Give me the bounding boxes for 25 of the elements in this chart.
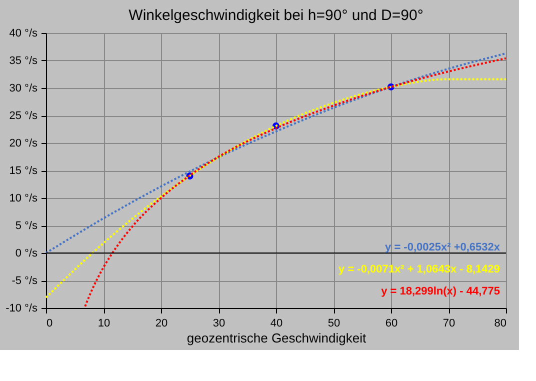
- text: y = -0,0025x² +0,6532x: [385, 242, 501, 254]
- y-tick-label: 30 °/s: [9, 82, 38, 94]
- y-tick-label: -5 °/s: [12, 275, 38, 287]
- x-tick-label: 20: [155, 318, 168, 330]
- y-tick-label: 40 °/s: [9, 28, 38, 40]
- y-tick-label: 10 °/s: [9, 192, 38, 204]
- x-tick-label: 0: [46, 318, 53, 330]
- text: y = -0,0071x² + 1,0643x - 8,1429: [338, 264, 500, 276]
- x-tick-label: 30: [212, 318, 226, 330]
- x-tick-label: 10: [98, 318, 110, 330]
- y-tick-label: 35 °/s: [9, 55, 38, 67]
- x-tick-label: 50: [328, 318, 340, 330]
- y-tick-label: 5 °/s: [15, 220, 38, 232]
- x-tick-label: 80: [494, 318, 506, 330]
- y-tick-label: 20 °/s: [9, 138, 38, 150]
- x-tick-label: 70: [442, 318, 456, 330]
- x-axis-title: geozentrische Geschwindigkeit: [186, 330, 366, 346]
- y-tick-label: 0 °/s: [15, 248, 38, 260]
- x-tick-label: 40: [270, 318, 283, 330]
- text: y = 18,299ln(x) - 44,775: [381, 286, 500, 298]
- y-tick-label: -10 °/s: [6, 302, 38, 314]
- x-tick-label: 60: [385, 318, 398, 330]
- y-tick-label: 15 °/s: [9, 165, 38, 177]
- chart-title: Winkelgeschwindigkeit bei h=90° und D=90°: [128, 7, 424, 24]
- y-tick-label: 25 °/s: [9, 110, 38, 122]
